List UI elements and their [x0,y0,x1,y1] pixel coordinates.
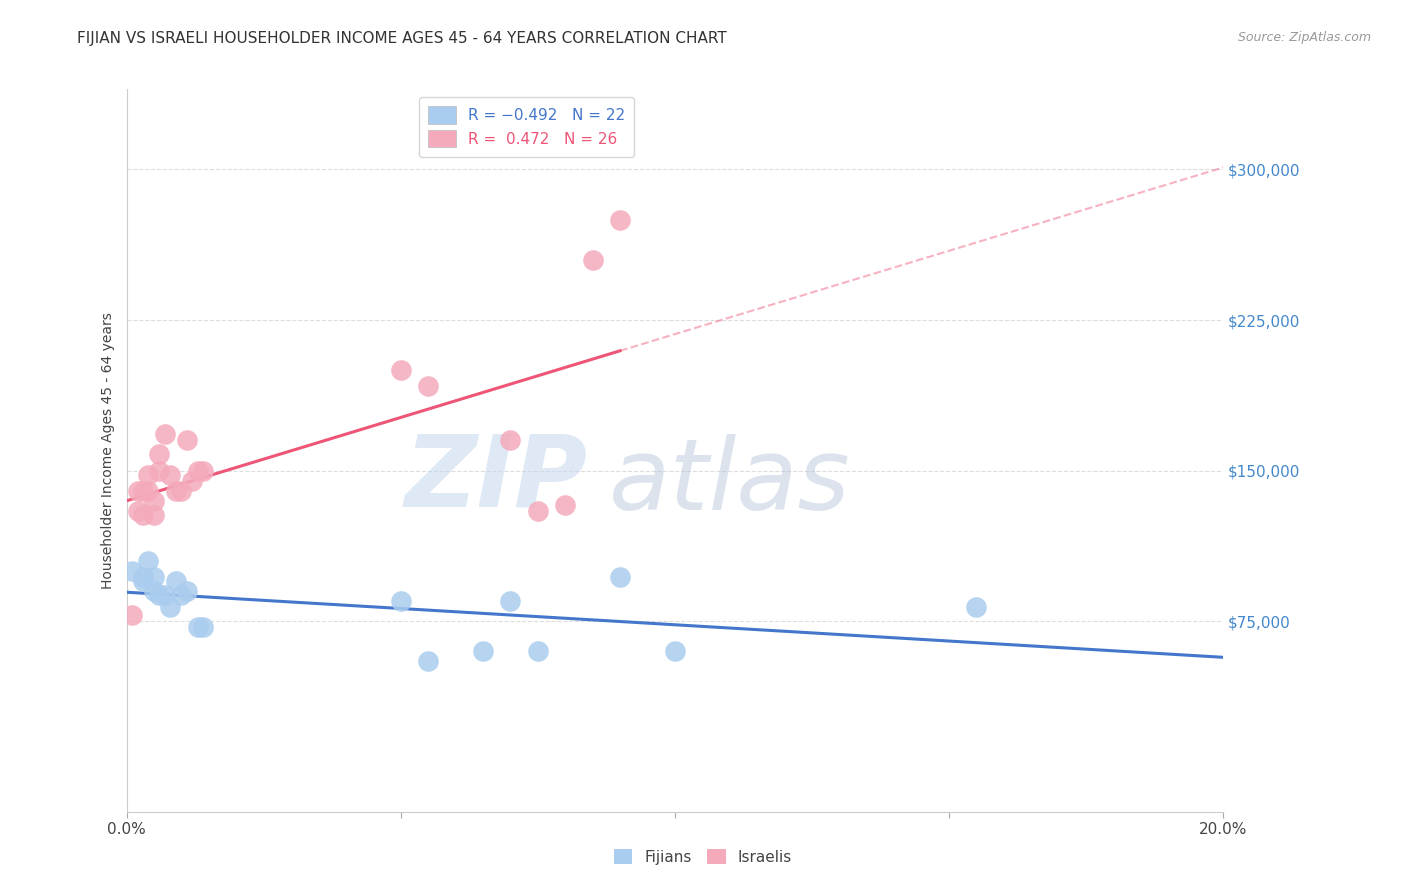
Point [165,574,187,588]
Point [127,483,149,498]
Point [193,464,215,478]
Point [170,483,193,498]
Point [966,599,988,614]
Point [664,644,686,658]
Text: ZIP: ZIP [404,431,588,528]
Point [165,483,187,498]
Point [527,644,550,658]
Point [554,498,576,512]
Point [153,427,176,442]
Point [181,474,204,488]
Legend: R = −0.492   N = 22, R =  0.472   N = 26: R = −0.492 N = 22, R = 0.472 N = 26 [419,97,634,157]
Point [132,508,155,522]
Point [159,467,181,482]
Point [176,434,198,448]
Point [527,503,550,517]
Point [132,574,155,588]
Point [148,588,170,602]
Point [193,620,215,634]
Point [143,508,166,522]
Point [499,434,522,448]
Text: Source: ZipAtlas.com: Source: ZipAtlas.com [1237,31,1371,45]
Point [176,583,198,598]
Point [472,644,495,658]
Text: atlas: atlas [609,434,851,532]
Point [170,588,193,602]
Point [138,483,160,498]
Point [148,447,170,462]
Point [609,212,631,227]
Point [418,654,440,668]
Point [159,599,181,614]
Point [132,483,155,498]
Point [121,608,143,623]
Point [389,363,412,377]
Point [138,554,160,568]
Point [187,620,209,634]
Text: FIJIAN VS ISRAELI HOUSEHOLDER INCOME AGES 45 - 64 YEARS CORRELATION CHART: FIJIAN VS ISRAELI HOUSEHOLDER INCOME AGE… [77,31,727,46]
Point [143,570,166,584]
Point [121,564,143,578]
Point [389,594,412,608]
Point [148,464,170,478]
Point [418,379,440,393]
Y-axis label: Householder Income Ages 45 - 64 years: Householder Income Ages 45 - 64 years [101,312,115,589]
Point [132,570,155,584]
Point [187,464,209,478]
Point [153,588,176,602]
Point [143,493,166,508]
Point [582,252,605,267]
Point [143,583,166,598]
Point [609,570,631,584]
Point [138,467,160,482]
Legend: Fijians, Israelis: Fijians, Israelis [607,843,799,871]
Point [127,503,149,517]
Point [499,594,522,608]
